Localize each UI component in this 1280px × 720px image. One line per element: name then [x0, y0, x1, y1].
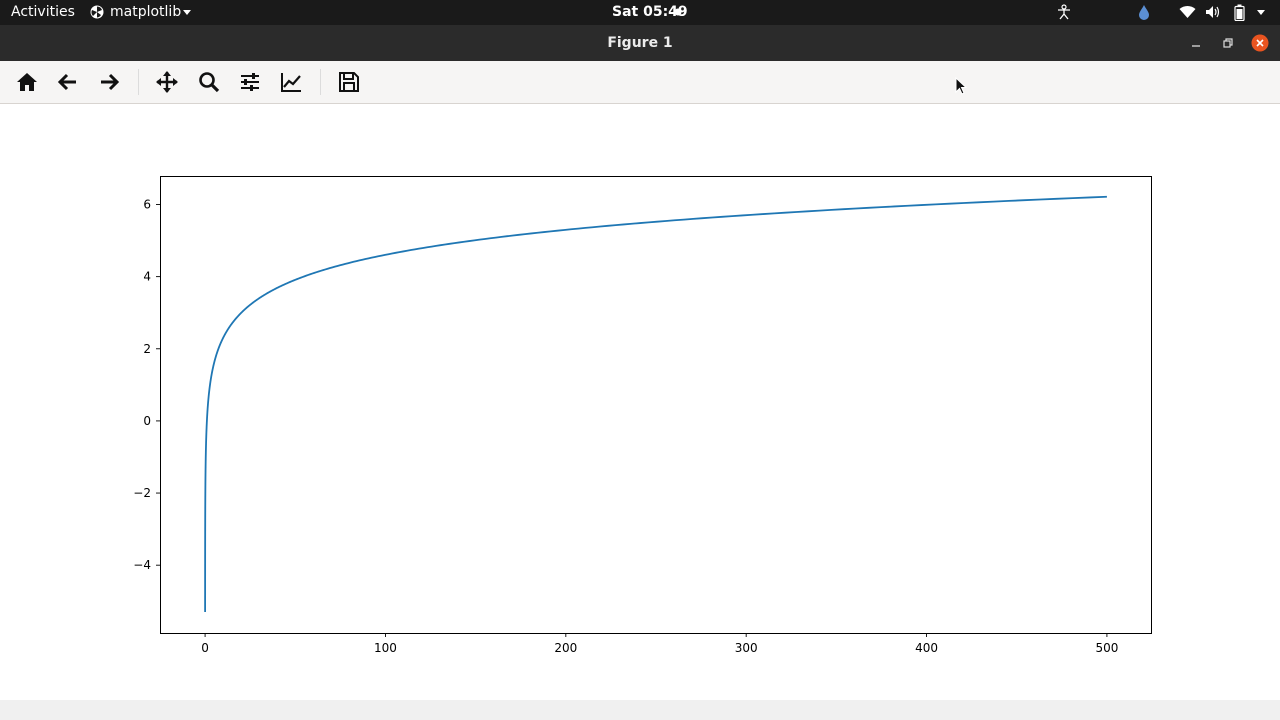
axes-frame [160, 176, 1152, 634]
system-menu-chevron-icon[interactable] [1256, 10, 1266, 16]
configure-subplots-icon[interactable] [238, 70, 262, 94]
line-chart[interactable]: 0 100 200 300 400 500 −4 −2 0 2 4 6 [0, 104, 1280, 700]
chevron-down-icon [183, 10, 191, 15]
edit-axis-curve-icon[interactable] [279, 70, 303, 94]
data-series-line [204, 195, 1107, 613]
y-tick-label: −4 [133, 558, 151, 572]
app-menu[interactable]: matplotlib [88, 0, 196, 25]
activities-button[interactable]: Activities [11, 4, 75, 20]
app-name: matplotlib [110, 4, 182, 20]
pan-move-icon[interactable] [155, 70, 179, 94]
toolbar-separator [320, 69, 321, 95]
x-tick-label: 400 [915, 641, 938, 655]
x-tick-label: 100 [374, 641, 397, 655]
toolbar-separator [138, 69, 139, 95]
x-tick-label: 0 [201, 641, 209, 655]
back-arrow-icon[interactable] [56, 70, 80, 94]
y-tick-label: 0 [143, 414, 151, 428]
window-titlebar[interactable]: Figure 1 [0, 25, 1280, 61]
y-axis-ticks: −4 −2 0 2 4 6 [133, 197, 160, 572]
x-tick-label: 200 [554, 641, 577, 655]
window-bottom-strip [0, 700, 1280, 720]
forward-arrow-icon[interactable] [97, 70, 121, 94]
mouse-cursor-icon [955, 77, 967, 95]
x-axis-ticks: 0 100 200 300 400 500 [201, 633, 1118, 655]
restore-button[interactable] [1219, 34, 1237, 52]
navigation-toolbar [0, 61, 1280, 104]
home-icon[interactable] [15, 70, 39, 94]
battery-icon[interactable] [1234, 4, 1245, 21]
matplotlib-logo-icon [90, 5, 104, 19]
figure-background [0, 104, 1280, 700]
wifi-icon[interactable] [1179, 5, 1196, 19]
notification-dot-icon [674, 8, 682, 16]
save-disk-icon[interactable] [337, 70, 361, 94]
volume-icon[interactable] [1205, 5, 1222, 19]
zoom-magnifier-icon[interactable] [197, 70, 221, 94]
close-button[interactable] [1251, 34, 1269, 52]
x-tick-label: 500 [1095, 641, 1118, 655]
window-title: Figure 1 [607, 35, 673, 51]
minimize-button[interactable] [1187, 34, 1205, 52]
y-tick-label: 4 [143, 270, 151, 284]
y-tick-label: 2 [143, 342, 151, 356]
top-bar: Activities matplotlib Sat 05:49 [0, 0, 1280, 25]
figure-canvas[interactable]: 0 100 200 300 400 500 −4 −2 0 2 4 6 [0, 104, 1280, 700]
y-tick-label: 6 [143, 197, 151, 211]
clock[interactable]: Sat 05:49 [612, 4, 688, 20]
dropbox-sync-icon[interactable] [1137, 4, 1151, 21]
accessibility-icon[interactable] [1056, 4, 1072, 21]
x-tick-label: 300 [735, 641, 758, 655]
y-tick-label: −2 [133, 486, 151, 500]
